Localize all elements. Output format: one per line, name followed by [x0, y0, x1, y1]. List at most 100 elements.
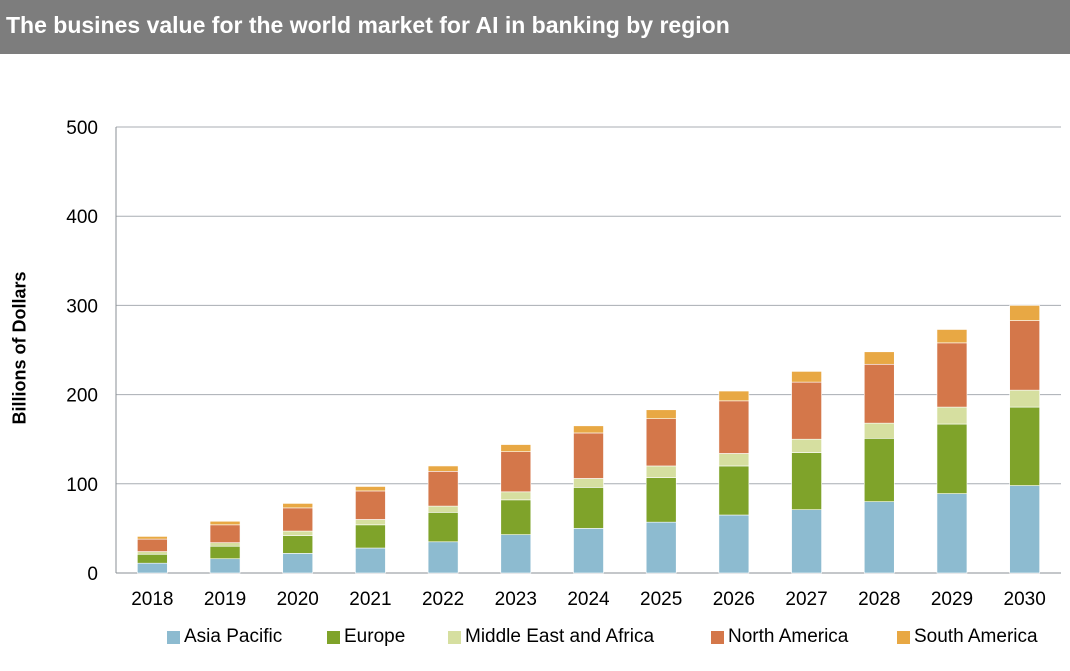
- x-tick-label: 2018: [131, 589, 173, 610]
- bar-segment: [427, 512, 459, 543]
- bar-segment: [355, 486, 386, 492]
- bar-segment: [282, 503, 314, 509]
- bar-segment: [573, 425, 604, 434]
- x-tick-label: 2022: [422, 589, 464, 610]
- bar-segment: [209, 558, 241, 574]
- legend-label: North America: [728, 626, 849, 647]
- bar-segment: [137, 536, 168, 540]
- bar-segment: [355, 547, 386, 574]
- bar-segment: [137, 551, 168, 555]
- bar-segment: [936, 406, 968, 425]
- x-tick-label: 2028: [858, 589, 900, 610]
- bar-segment: [863, 351, 895, 365]
- bar-segment: [573, 432, 604, 479]
- bar-segment: [718, 514, 750, 574]
- bar-segment: [573, 487, 604, 529]
- bar-segment: [137, 538, 168, 552]
- y-tick-label: 200: [66, 386, 98, 407]
- bar-segment: [209, 545, 241, 560]
- bar-segment: [718, 453, 750, 467]
- bar-segment: [500, 534, 532, 574]
- bar-segment: [863, 422, 895, 439]
- bar-segment: [1009, 305, 1040, 321]
- legend-item: North America: [711, 626, 848, 648]
- x-tick-label: 2021: [349, 589, 391, 610]
- bar-segment: [718, 390, 750, 402]
- bar-segment: [427, 471, 459, 507]
- legend-item: Middle East and Africa: [448, 626, 654, 648]
- bar-segment: [500, 491, 532, 501]
- bar-segment: [427, 465, 459, 472]
- legend-item: Asia Pacific: [167, 626, 282, 648]
- y-tick-label: 100: [66, 475, 98, 496]
- legend-swatch: [897, 630, 910, 644]
- bar-segment: [355, 519, 386, 526]
- bar-segment: [209, 524, 241, 543]
- bar-segment: [137, 562, 168, 574]
- x-tick-label: 2020: [277, 589, 319, 610]
- title-bar: The busines value for the world market f…: [0, 0, 1070, 54]
- legend-item: South America: [897, 626, 1038, 648]
- bar-segment: [936, 329, 968, 344]
- bar-segment: [427, 505, 459, 513]
- legend-item: Europe: [327, 626, 405, 648]
- bar-segment: [500, 451, 532, 493]
- bar-segment: [282, 535, 314, 554]
- bar-segment: [1009, 389, 1040, 408]
- bar-segment: [863, 501, 895, 574]
- bar-segment: [645, 409, 677, 419]
- x-tick-label: 2029: [931, 589, 973, 610]
- bar-segment: [936, 342, 968, 408]
- y-tick-label: 500: [66, 118, 98, 139]
- legend-label: Asia Pacific: [184, 626, 283, 647]
- bar-segment: [645, 521, 677, 574]
- legend-swatch: [448, 630, 461, 644]
- bar-segment: [1009, 485, 1040, 574]
- x-tick-label: 2025: [640, 589, 682, 610]
- bar-segment: [209, 520, 241, 526]
- bar-segment: [645, 477, 677, 523]
- bar-segment: [500, 444, 532, 452]
- bar-segment: [500, 499, 532, 535]
- x-tick-label: 2023: [495, 589, 537, 610]
- bar-segment: [718, 465, 750, 516]
- y-tick-label: 0: [87, 564, 98, 585]
- x-tick-label: 2019: [204, 589, 246, 610]
- bar-segment: [791, 438, 822, 453]
- y-tick-label: 400: [66, 207, 98, 228]
- bar-segment: [1009, 406, 1040, 486]
- bar-segment: [282, 530, 314, 536]
- bar-segment: [863, 363, 895, 424]
- legend-label: South America: [914, 626, 1038, 647]
- bar-segment: [282, 507, 314, 532]
- bar-segment: [791, 381, 822, 440]
- bar-segment: [791, 371, 822, 383]
- bar-segment: [573, 528, 604, 574]
- x-tick-label: 2030: [1004, 589, 1046, 610]
- bar-segment: [427, 541, 459, 574]
- x-tick-label: 2027: [785, 589, 827, 610]
- bar-segment: [573, 478, 604, 488]
- bar-segment: [282, 553, 314, 574]
- legend-swatch: [167, 630, 180, 644]
- legend-label: Europe: [344, 626, 406, 647]
- bar-segment: [137, 553, 168, 564]
- chart-title: The busines value for the world market f…: [6, 12, 730, 38]
- bar-segment: [355, 490, 386, 520]
- bar-segment: [936, 493, 968, 574]
- bar-segment: [645, 465, 677, 478]
- legend-swatch: [711, 630, 724, 644]
- x-tick-label: 2024: [567, 589, 610, 610]
- x-tick-label: 2026: [713, 589, 755, 610]
- bar-segment: [645, 418, 677, 467]
- bar-segment: [791, 509, 822, 574]
- bar-segment: [1009, 320, 1040, 391]
- bar-segment: [791, 452, 822, 510]
- chart-legend: Asia Pacific Europe Middle East and Africa…: [0, 626, 1070, 654]
- bar-segment: [355, 524, 386, 549]
- bar-segment: [863, 438, 895, 502]
- legend-label: Middle East and Africa: [465, 626, 655, 647]
- y-tick-label: 300: [66, 296, 98, 317]
- bar-segment: [209, 542, 241, 547]
